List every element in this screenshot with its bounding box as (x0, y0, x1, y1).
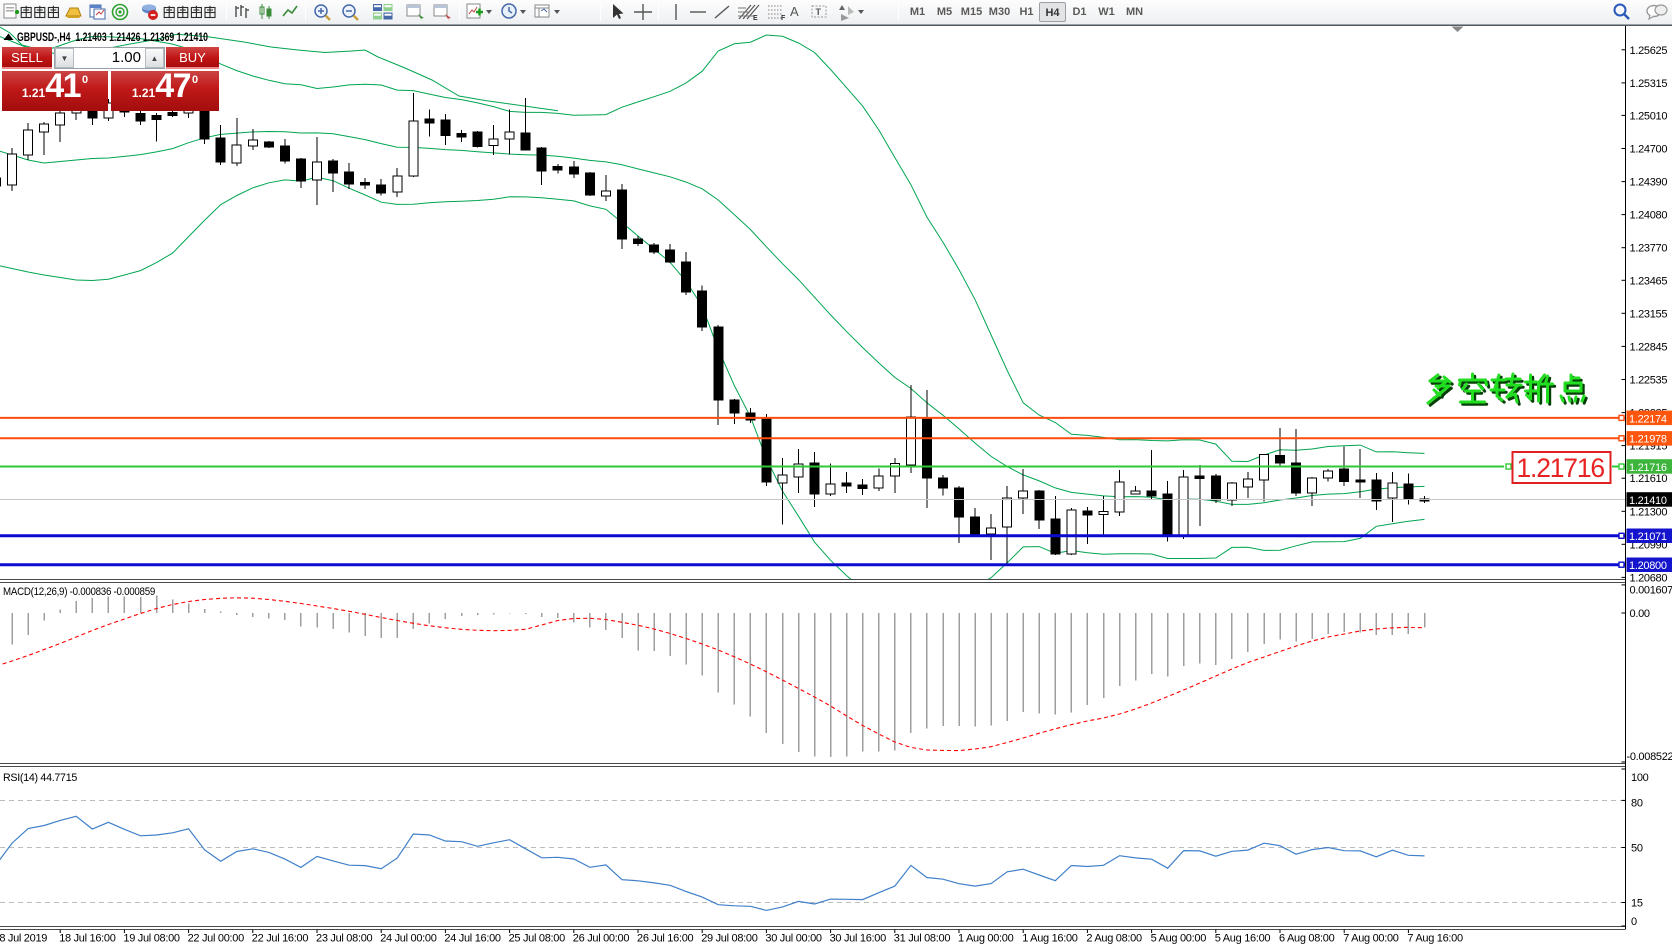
svg-text:1.24390: 1.24390 (1630, 177, 1668, 189)
svg-text:1 Aug 00:00: 1 Aug 00:00 (958, 933, 1014, 945)
svg-text:MACD(12,26,9) -0.000836 -0.000: MACD(12,26,9) -0.000836 -0.000859 (3, 586, 155, 598)
svg-text:22 Jul 16:00: 22 Jul 16:00 (252, 933, 309, 945)
svg-text:1.20680: 1.20680 (1630, 572, 1668, 584)
svg-text:2 Aug 08:00: 2 Aug 08:00 (1086, 933, 1142, 945)
svg-text:22 Jul 00:00: 22 Jul 00:00 (188, 933, 245, 945)
svg-text:18 Jul 2019: 18 Jul 2019 (0, 933, 47, 945)
svg-text:1.21716: 1.21716 (1517, 453, 1605, 483)
svg-text:24 Jul 00:00: 24 Jul 00:00 (380, 933, 437, 945)
svg-text:1.25625: 1.25625 (1630, 45, 1668, 57)
svg-text:1.21071: 1.21071 (1629, 531, 1667, 543)
svg-text:31 Jul 08:00: 31 Jul 08:00 (894, 933, 951, 945)
svg-text:80: 80 (1631, 797, 1643, 809)
svg-text:5 Aug 00:00: 5 Aug 00:00 (1151, 933, 1207, 945)
svg-text:18 Jul 16:00: 18 Jul 16:00 (59, 933, 116, 945)
svg-text:100: 100 (1631, 772, 1649, 784)
svg-text:19 Jul 08:00: 19 Jul 08:00 (123, 933, 180, 945)
svg-text:1.24080: 1.24080 (1630, 210, 1668, 222)
svg-text:1.25010: 1.25010 (1630, 110, 1668, 122)
svg-text:1.21610: 1.21610 (1630, 473, 1668, 485)
svg-text:25 Jul 08:00: 25 Jul 08:00 (509, 933, 566, 945)
svg-text:26 Jul 00:00: 26 Jul 00:00 (573, 933, 630, 945)
svg-text:7 Aug 00:00: 7 Aug 00:00 (1343, 933, 1399, 945)
svg-text:15: 15 (1631, 898, 1643, 910)
svg-text:26 Jul 16:00: 26 Jul 16:00 (637, 933, 694, 945)
svg-text:29 Jul 08:00: 29 Jul 08:00 (701, 933, 758, 945)
svg-text:1 Aug 16:00: 1 Aug 16:00 (1022, 933, 1078, 945)
svg-text:50: 50 (1631, 843, 1643, 855)
svg-text:1.21978: 1.21978 (1629, 434, 1667, 446)
svg-text:1.21300: 1.21300 (1630, 506, 1668, 518)
svg-text:30 Jul 00:00: 30 Jul 00:00 (765, 933, 822, 945)
svg-text:30 Jul 16:00: 30 Jul 16:00 (830, 933, 887, 945)
svg-text:7 Aug 16:00: 7 Aug 16:00 (1407, 933, 1463, 945)
svg-text:1.22174: 1.22174 (1629, 413, 1667, 425)
svg-text:1.22535: 1.22535 (1630, 375, 1668, 387)
svg-text:1.23465: 1.23465 (1630, 275, 1668, 287)
svg-text:0.001607: 0.001607 (1630, 585, 1672, 597)
svg-text:RSI(14) 44.7715: RSI(14) 44.7715 (3, 772, 77, 784)
svg-text:23 Jul 08:00: 23 Jul 08:00 (316, 933, 373, 945)
svg-text:1.23155: 1.23155 (1630, 308, 1668, 320)
svg-text:1.21410: 1.21410 (1629, 495, 1667, 507)
svg-text:F: F (781, 15, 786, 22)
svg-text:1.20800: 1.20800 (1629, 560, 1667, 572)
svg-text:1.23770: 1.23770 (1630, 243, 1668, 255)
svg-text:0.00: 0.00 (1630, 608, 1650, 620)
svg-text:6 Aug 08:00: 6 Aug 08:00 (1279, 933, 1335, 945)
svg-text:24 Jul 16:00: 24 Jul 16:00 (444, 933, 501, 945)
svg-text:1.25315: 1.25315 (1630, 78, 1668, 90)
svg-text:0: 0 (1631, 916, 1637, 928)
svg-text:E: E (753, 15, 758, 22)
svg-text:-0.008522: -0.008522 (1627, 751, 1672, 763)
svg-text:T: T (816, 7, 822, 17)
svg-text:1.22845: 1.22845 (1630, 341, 1668, 353)
svg-text:1.21716: 1.21716 (1629, 462, 1667, 474)
svg-text:1.24700: 1.24700 (1630, 144, 1668, 156)
svg-text:GBPUSD-,H4 1.21403 1.21426 1.: GBPUSD-,H4 1.21403 1.21426 1.21369 1.214… (17, 30, 208, 44)
svg-text:5 Aug 16:00: 5 Aug 16:00 (1215, 933, 1271, 945)
